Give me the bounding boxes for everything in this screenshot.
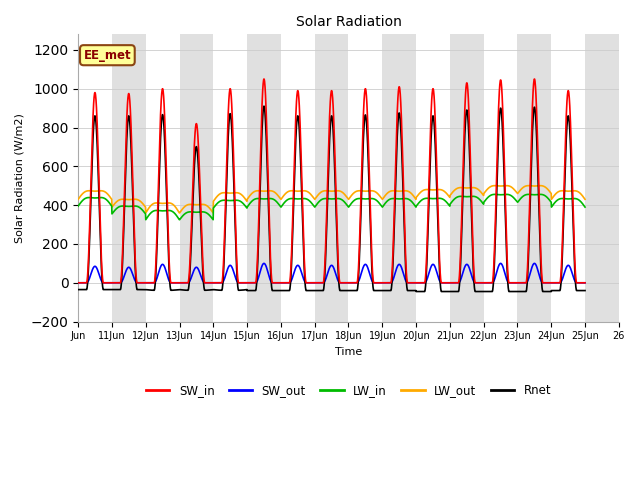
Bar [517,35,551,322]
Y-axis label: Solar Radiation (W/m2): Solar Radiation (W/m2) [15,113,25,243]
Bar [585,35,619,322]
Bar [382,35,416,322]
X-axis label: Time: Time [335,347,362,357]
Text: EE_met: EE_met [84,48,131,62]
Bar [180,35,213,322]
Legend: SW_in, SW_out, LW_in, LW_out, Rnet: SW_in, SW_out, LW_in, LW_out, Rnet [141,380,556,402]
Bar [450,35,484,322]
Bar [112,35,146,322]
Bar [247,35,281,322]
Bar [315,35,349,322]
Title: Solar Radiation: Solar Radiation [296,15,401,29]
